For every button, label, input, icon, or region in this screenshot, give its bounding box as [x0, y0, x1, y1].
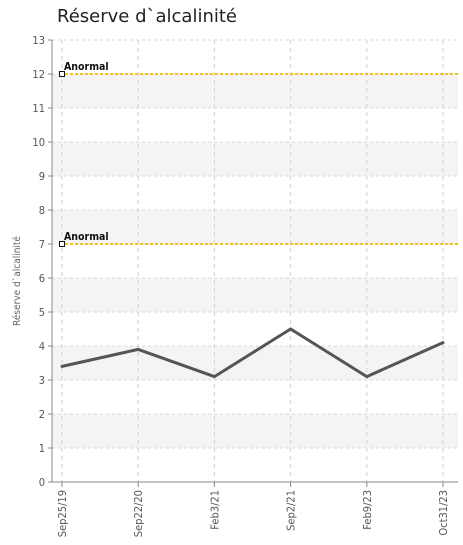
data-point — [365, 375, 369, 379]
grid-band — [52, 312, 458, 346]
y-tick-label: 11 — [32, 102, 45, 115]
y-tick-label: 6 — [39, 272, 45, 285]
grid-band — [52, 448, 458, 482]
y-tick-label: 9 — [39, 170, 45, 183]
grid-band — [52, 244, 458, 278]
x-tick-label: Oct31/23 — [437, 490, 450, 536]
data-point — [212, 375, 216, 379]
y-tick-label: 0 — [39, 476, 45, 489]
grid-band — [52, 414, 458, 448]
y-tick-label: 8 — [39, 204, 45, 217]
series-line — [61, 327, 444, 379]
y-tick-label: 7 — [39, 238, 45, 251]
y-tick-label: 5 — [39, 306, 45, 319]
y-tick-label: 4 — [39, 340, 45, 353]
grid-band — [52, 176, 458, 210]
reference-marker — [59, 71, 65, 77]
reference-marker — [59, 241, 65, 247]
grid-band — [52, 278, 458, 312]
y-tick-label: 12 — [32, 68, 45, 81]
y-axis-label: Réserve d`alcalinité — [11, 236, 23, 326]
y-tick-label: 2 — [39, 408, 45, 421]
grid-band — [52, 380, 458, 414]
grid-band — [52, 108, 458, 142]
y-tick-label: 1 — [39, 442, 45, 455]
y-tick-label: 3 — [39, 374, 45, 387]
x-tick-label: Feb9/23 — [361, 490, 374, 530]
data-point — [136, 347, 140, 351]
data-point — [289, 327, 293, 331]
data-point — [60, 364, 64, 368]
x-tick-label: Feb3/21 — [208, 490, 221, 530]
x-tick-label: Sep2/21 — [285, 490, 298, 531]
x-tick-label: Sep25/19 — [56, 490, 69, 537]
data-point — [441, 341, 445, 345]
grid-band — [52, 142, 458, 176]
grid-band — [52, 210, 458, 244]
reference-label: Anormal — [64, 231, 109, 243]
y-tick-label: 13 — [32, 34, 45, 47]
grid-band — [52, 40, 458, 74]
y-tick-label: 10 — [32, 136, 45, 149]
reference-label: Anormal — [64, 61, 109, 73]
x-tick-label: Sep22/20 — [132, 490, 145, 537]
grid-band — [52, 74, 458, 108]
chart-title: Réserve d`alcalinité — [57, 6, 237, 27]
